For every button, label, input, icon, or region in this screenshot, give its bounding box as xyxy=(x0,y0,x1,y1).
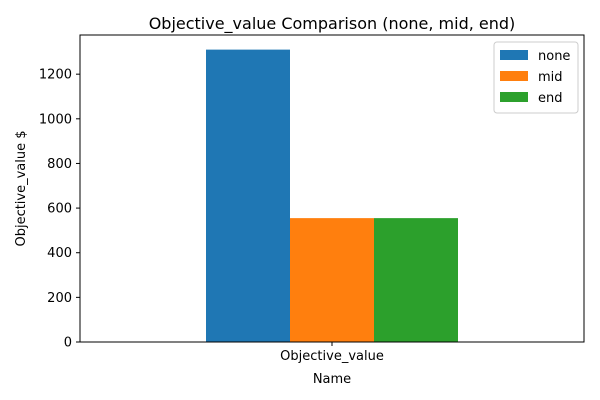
bar-none xyxy=(206,49,290,342)
y-tick-label: 600 xyxy=(47,202,72,217)
y-axis-label: Objective_value $ xyxy=(14,130,29,246)
x-axis-label: Name xyxy=(313,372,351,387)
y-tick-label: 800 xyxy=(47,157,72,172)
y-tick-label: 1000 xyxy=(39,112,72,127)
legend-swatch-none xyxy=(500,50,528,60)
legend-label-end: end xyxy=(538,91,563,106)
legend-label-none: none xyxy=(538,49,570,64)
legend-label-mid: mid xyxy=(538,70,563,85)
bar-end xyxy=(374,218,458,342)
legend-swatch-end xyxy=(500,92,528,102)
y-tick-label: 0 xyxy=(64,336,72,351)
x-tick-label: Objective_value xyxy=(280,349,384,364)
y-tick-label: 200 xyxy=(47,291,72,306)
bar-mid xyxy=(290,218,374,342)
y-tick-label: 400 xyxy=(47,246,72,261)
legend: none mid end xyxy=(493,41,579,114)
legend-swatch-mid xyxy=(500,71,528,81)
chart-title: Objective_value Comparison (none, mid, e… xyxy=(149,14,516,34)
y-tick-label: 1200 xyxy=(39,68,72,83)
